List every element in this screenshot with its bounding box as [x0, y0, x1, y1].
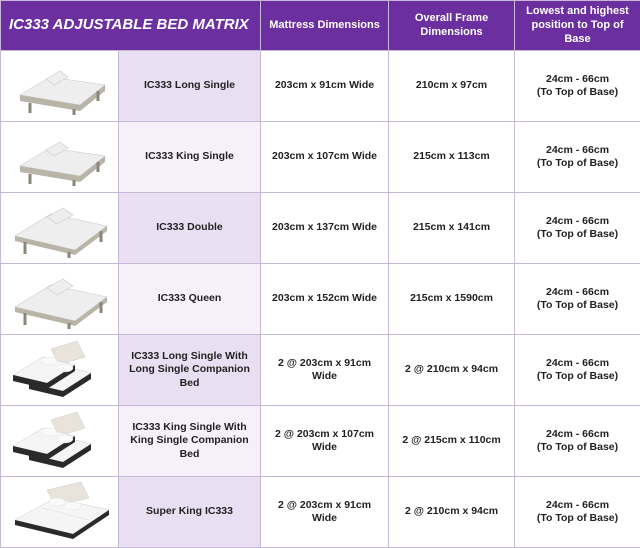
position-cell: 24cm - 66cm (To Top of Base) [515, 193, 640, 264]
bed-name: Super King IC333 [146, 505, 233, 517]
position-note: (To Top of Base) [537, 299, 618, 311]
bed-image-cell [1, 51, 119, 122]
mattress-dim: 203cm x 107cm Wide [272, 150, 377, 162]
bed-name: IC333 King Single With King Single Compa… [130, 421, 248, 460]
bed-icon [7, 198, 112, 258]
table-title: IC333 ADJUSTABLE BED MATRIX [1, 1, 261, 51]
mattress-cell: 2 @ 203cm x 91cm Wide [261, 335, 389, 406]
frame-cell: 215cm x 113cm [389, 122, 515, 193]
mattress-dim: 2 @ 203cm x 91cm Wide [278, 499, 371, 525]
position-range: 24cm - 66cm [546, 357, 609, 369]
mattress-dim: 203cm x 91cm Wide [275, 79, 374, 91]
table-row: Super King IC333 2 @ 203cm x 91cm Wide 2… [1, 477, 640, 548]
header-mattress: Mattress Dimensions [261, 1, 389, 51]
position-note: (To Top of Base) [537, 228, 618, 240]
table-row: IC333 Double 203cm x 137cm Wide 215cm x … [1, 193, 640, 264]
header-row: IC333 ADJUSTABLE BED MATRIX Mattress Dim… [1, 1, 640, 51]
mattress-cell: 203cm x 91cm Wide [261, 51, 389, 122]
position-cell: 24cm - 66cm (To Top of Base) [515, 122, 640, 193]
position-range: 24cm - 66cm [546, 428, 609, 440]
bed-icon [7, 482, 112, 542]
position-cell: 24cm - 66cm (To Top of Base) [515, 477, 640, 548]
frame-cell: 2 @ 215cm x 110cm [389, 406, 515, 477]
bed-name: IC333 Queen [158, 292, 222, 304]
bed-name-cell: IC333 King Single With King Single Compa… [119, 406, 261, 477]
frame-cell: 215cm x 141cm [389, 193, 515, 264]
header-frame: Overall Frame Dimensions [389, 1, 515, 51]
table-row: IC333 Long Single With Long Single Compa… [1, 335, 640, 406]
bed-image-cell [1, 477, 119, 548]
frame-cell: 2 @ 210cm x 94cm [389, 335, 515, 406]
frame-dim: 210cm x 97cm [416, 79, 487, 91]
bed-name-cell: IC333 Long Single [119, 51, 261, 122]
frame-dim: 2 @ 215cm x 110cm [402, 434, 500, 446]
frame-cell: 210cm x 97cm [389, 51, 515, 122]
frame-cell: 215cm x 1590cm [389, 264, 515, 335]
position-note: (To Top of Base) [537, 86, 618, 98]
bed-matrix-table: IC333 ADJUSTABLE BED MATRIX Mattress Dim… [0, 0, 640, 548]
frame-dim: 215cm x 1590cm [410, 292, 493, 304]
bed-name: IC333 Double [156, 221, 223, 233]
position-cell: 24cm - 66cm (To Top of Base) [515, 264, 640, 335]
mattress-dim: 203cm x 137cm Wide [272, 221, 377, 233]
table-row: IC333 Queen 203cm x 152cm Wide 215cm x 1… [1, 264, 640, 335]
bed-image-cell [1, 335, 119, 406]
frame-dim: 2 @ 210cm x 94cm [405, 505, 498, 517]
position-cell: 24cm - 66cm (To Top of Base) [515, 406, 640, 477]
bed-icon [7, 410, 112, 472]
header-position: Lowest and highest position to Top of Ba… [515, 1, 640, 51]
bed-icon [7, 57, 112, 115]
mattress-cell: 203cm x 107cm Wide [261, 122, 389, 193]
bed-image-cell [1, 264, 119, 335]
mattress-cell: 2 @ 203cm x 107cm Wide [261, 406, 389, 477]
mattress-dim: 2 @ 203cm x 107cm Wide [275, 428, 374, 454]
bed-icon [7, 128, 112, 186]
position-cell: 24cm - 66cm (To Top of Base) [515, 51, 640, 122]
position-note: (To Top of Base) [537, 157, 618, 169]
bed-name: IC333 Long Single [144, 79, 235, 91]
table-row: IC333 Long Single 203cm x 91cm Wide 210c… [1, 51, 640, 122]
bed-icon [7, 269, 112, 329]
position-note: (To Top of Base) [537, 441, 618, 453]
mattress-cell: 203cm x 152cm Wide [261, 264, 389, 335]
bed-image-cell [1, 122, 119, 193]
bed-name-cell: IC333 Long Single With Long Single Compa… [119, 335, 261, 406]
frame-cell: 2 @ 210cm x 94cm [389, 477, 515, 548]
position-range: 24cm - 66cm [546, 215, 609, 227]
position-range: 24cm - 66cm [546, 73, 609, 85]
bed-name-cell: IC333 King Single [119, 122, 261, 193]
position-range: 24cm - 66cm [546, 499, 609, 511]
position-range: 24cm - 66cm [546, 144, 609, 156]
bed-name-cell: IC333 Double [119, 193, 261, 264]
mattress-cell: 203cm x 137cm Wide [261, 193, 389, 264]
mattress-cell: 2 @ 203cm x 91cm Wide [261, 477, 389, 548]
bed-name: IC333 King Single [145, 150, 234, 162]
position-note: (To Top of Base) [537, 370, 618, 382]
bed-image-cell [1, 193, 119, 264]
position-range: 24cm - 66cm [546, 286, 609, 298]
table-row: IC333 King Single With King Single Compa… [1, 406, 640, 477]
frame-dim: 215cm x 141cm [413, 221, 490, 233]
table-row: IC333 King Single 203cm x 107cm Wide 215… [1, 122, 640, 193]
mattress-dim: 203cm x 152cm Wide [272, 292, 377, 304]
position-note: (To Top of Base) [537, 512, 618, 524]
bed-name: IC333 Long Single With Long Single Compa… [129, 350, 250, 389]
bed-name-cell: IC333 Queen [119, 264, 261, 335]
position-cell: 24cm - 66cm (To Top of Base) [515, 335, 640, 406]
frame-dim: 2 @ 210cm x 94cm [405, 363, 498, 375]
bed-name-cell: Super King IC333 [119, 477, 261, 548]
bed-icon [7, 339, 112, 401]
frame-dim: 215cm x 113cm [413, 150, 489, 162]
mattress-dim: 2 @ 203cm x 91cm Wide [278, 357, 371, 383]
bed-image-cell [1, 406, 119, 477]
